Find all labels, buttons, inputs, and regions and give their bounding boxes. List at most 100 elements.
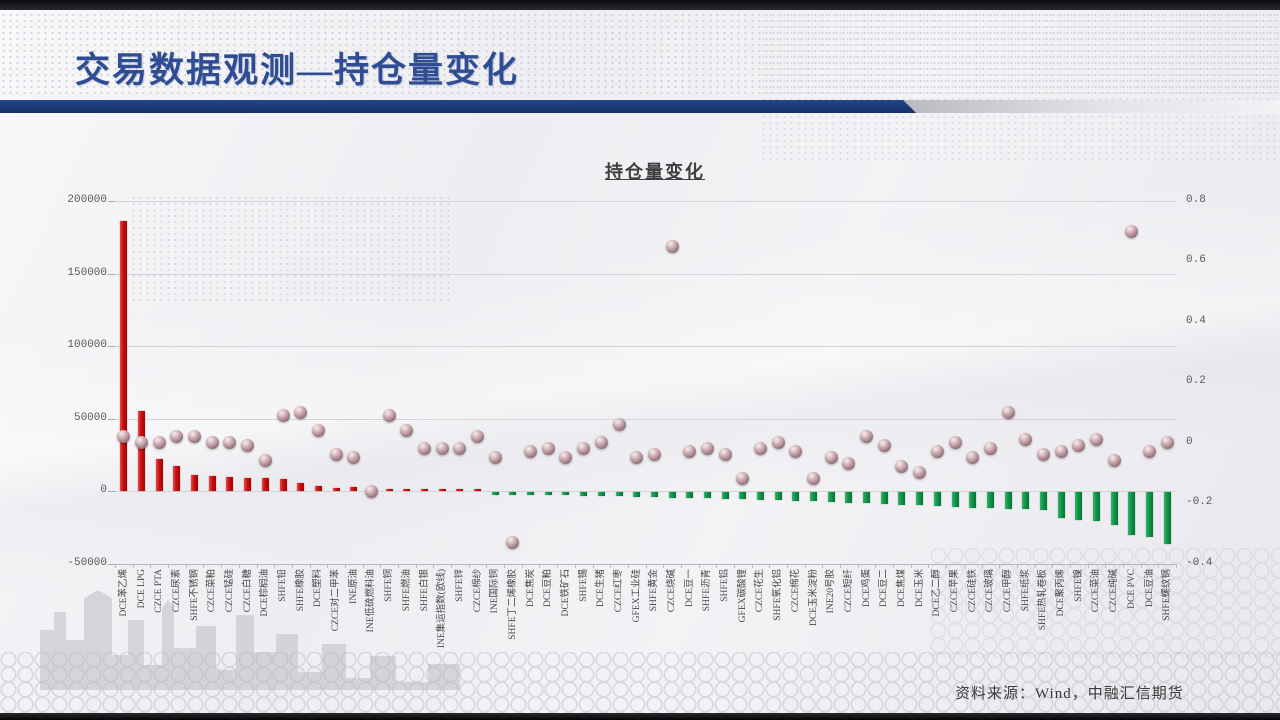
x-axis-tick-mark <box>804 563 806 568</box>
bar-INE国际铜 <box>491 492 499 495</box>
scatter-dot-INE20号胶 <box>824 451 838 465</box>
x-axis-tick-mark <box>291 563 293 568</box>
city-skyline-decoration <box>40 590 460 690</box>
scatter-dot-DCE鸡蛋 <box>860 430 873 444</box>
x-axis-label: SHFE不锈钢 <box>189 568 200 621</box>
y-axis-tick-mark <box>108 201 115 202</box>
scatter-dot-DCE苯乙烯 <box>117 430 131 444</box>
x-axis-tick-mark <box>1069 563 1071 568</box>
scatter-dot-CZCE玻璃 <box>983 442 997 456</box>
x-axis-tick-mark <box>875 563 877 568</box>
bar-SHFE铅 <box>279 479 287 491</box>
y-axis-tick-mark <box>108 563 115 565</box>
x-axis-tick-mark <box>221 563 223 568</box>
bar-CZCE锰硅 <box>226 477 234 491</box>
x-axis-label: SHFE沥青 <box>702 568 713 611</box>
scatter-dot-CZCE菜粕 <box>205 436 219 450</box>
gridline <box>115 346 1176 347</box>
x-axis-label: CZCE菜粕 <box>207 568 218 612</box>
bar-SHFE橡胶 <box>297 482 305 491</box>
bar-SHFE纸浆 <box>1022 492 1030 510</box>
bar-CZCE甲醇 <box>1004 492 1012 509</box>
x-axis-tick-mark <box>592 563 594 568</box>
scatter-dot-DCE生猪 <box>594 436 608 450</box>
y-axis-left-tick-label: 150000 <box>67 266 107 279</box>
x-axis-tick-mark <box>1034 563 1036 568</box>
scatter-dot-SHFE纸浆 <box>1019 433 1033 447</box>
x-axis-tick-mark <box>256 563 258 568</box>
x-axis-label: CZCE白糖 <box>242 568 253 612</box>
x-axis-tick-mark <box>468 563 470 568</box>
x-axis-tick-mark <box>380 563 382 568</box>
x-axis-label: CZCE苹果 <box>950 568 960 612</box>
x-axis-tick-mark <box>238 563 240 568</box>
scatter-dot-INE低硫燃料油 <box>364 484 378 498</box>
x-axis-label: SHFE热轧卷板 <box>1038 568 1049 630</box>
scatter-dot-DCE豆油 <box>1143 445 1156 459</box>
scatter-dot-SHFE螺纹钢 <box>1160 436 1174 450</box>
scatter-dot-DCE棕榈油 <box>258 454 272 468</box>
y-axis-right-tick-label: 0.6 <box>1186 254 1206 267</box>
x-axis-tick-mark <box>1105 563 1107 568</box>
bar-SHFE白银 <box>421 488 428 491</box>
bottom-edge-bar <box>0 713 1280 720</box>
scatter-dot-SHFE橡胶 <box>294 406 308 419</box>
header-swoosh-decoration <box>903 100 1280 113</box>
bar-DCE聚丙烯 <box>1057 492 1065 518</box>
x-axis-label: DCE苯乙烯 <box>118 568 129 617</box>
x-axis-label: SHFE燃油 <box>401 568 412 611</box>
scatter-dot-CZCE尿素 <box>170 430 184 444</box>
bar-DCE玉米淀粉 <box>810 492 817 501</box>
x-axis-label: SHFE螺纹钢 <box>1162 568 1173 621</box>
x-axis-tick-mark <box>168 563 170 568</box>
x-axis-tick-mark <box>327 563 329 568</box>
bar-SHFE锌 <box>456 488 464 491</box>
x-axis-tick-mark <box>680 563 682 568</box>
x-axis-tick-mark <box>486 563 488 568</box>
x-axis-label: DCE焦煤 <box>896 568 907 607</box>
x-axis-tick-mark <box>362 563 364 568</box>
x-axis-label: SHFE橡胶 <box>295 568 306 611</box>
scatter-dot-INE国际铜 <box>488 451 502 465</box>
x-axis-label: SHFE铅 <box>278 568 288 602</box>
x-axis-label: DCE乙二醇 <box>932 568 943 617</box>
top-edge-bar <box>0 0 1280 10</box>
x-axis-label: CZCE PTA <box>154 568 165 613</box>
bar-DCE豆油 <box>1146 492 1153 537</box>
y-axis-left-tick-label: -50000 <box>67 556 107 569</box>
bar-CZCE纯碱 <box>1110 492 1118 525</box>
bar-CZCE棉纱 <box>474 488 481 491</box>
bar-CZCE硅铁 <box>969 492 977 508</box>
bar-DCE乙二醇 <box>933 492 941 507</box>
scatter-dot-SHFE白银 <box>418 442 431 456</box>
y-axis-right-tick-label: 0.8 <box>1186 194 1206 206</box>
x-axis-label: CZCE烧碱 <box>667 568 677 612</box>
world-map-dots-header <box>0 12 1280 98</box>
x-axis-label: SHFE锌 <box>454 568 465 602</box>
x-axis-tick-mark <box>716 563 718 568</box>
scatter-dot-DCE玉米淀粉 <box>807 472 820 486</box>
x-axis-tick-mark <box>1052 563 1054 568</box>
x-axis-tick-mark <box>132 563 134 568</box>
x-axis-label: INE国际铜 <box>490 568 501 613</box>
x-axis-tick-mark <box>910 563 912 568</box>
bar-DCE玉米 <box>916 492 924 506</box>
x-axis-tick-mark <box>627 563 629 568</box>
x-axis-tick-mark <box>1140 563 1142 568</box>
x-axis-tick-mark <box>698 563 700 568</box>
x-axis-label: DCE PVC <box>1126 568 1137 609</box>
x-axis-label: INE低硫燃料油 <box>366 568 377 632</box>
x-axis-label: CZCE纯碱 <box>1109 568 1120 612</box>
x-axis-label: SHFE丁二烯橡胶 <box>507 568 518 640</box>
y-axis-tick-mark <box>108 491 115 492</box>
scatter-dot-CZCE短纤 <box>842 457 856 471</box>
scatter-dot-CZCE棉纱 <box>471 430 484 444</box>
x-axis-label: GFEX碳酸锂 <box>737 568 748 622</box>
x-axis-tick-mark <box>1087 563 1089 568</box>
scatter-dot-SHFE沥青 <box>700 442 714 456</box>
x-axis-label: CZCE红枣 <box>614 568 624 612</box>
page-title: 交易数据观测—持仓量变化 <box>75 51 520 90</box>
bar-CZCE苹果 <box>951 492 959 507</box>
bar-CZCE PTA <box>155 459 163 491</box>
scatter-dot-SHFE镍 <box>1072 439 1086 453</box>
